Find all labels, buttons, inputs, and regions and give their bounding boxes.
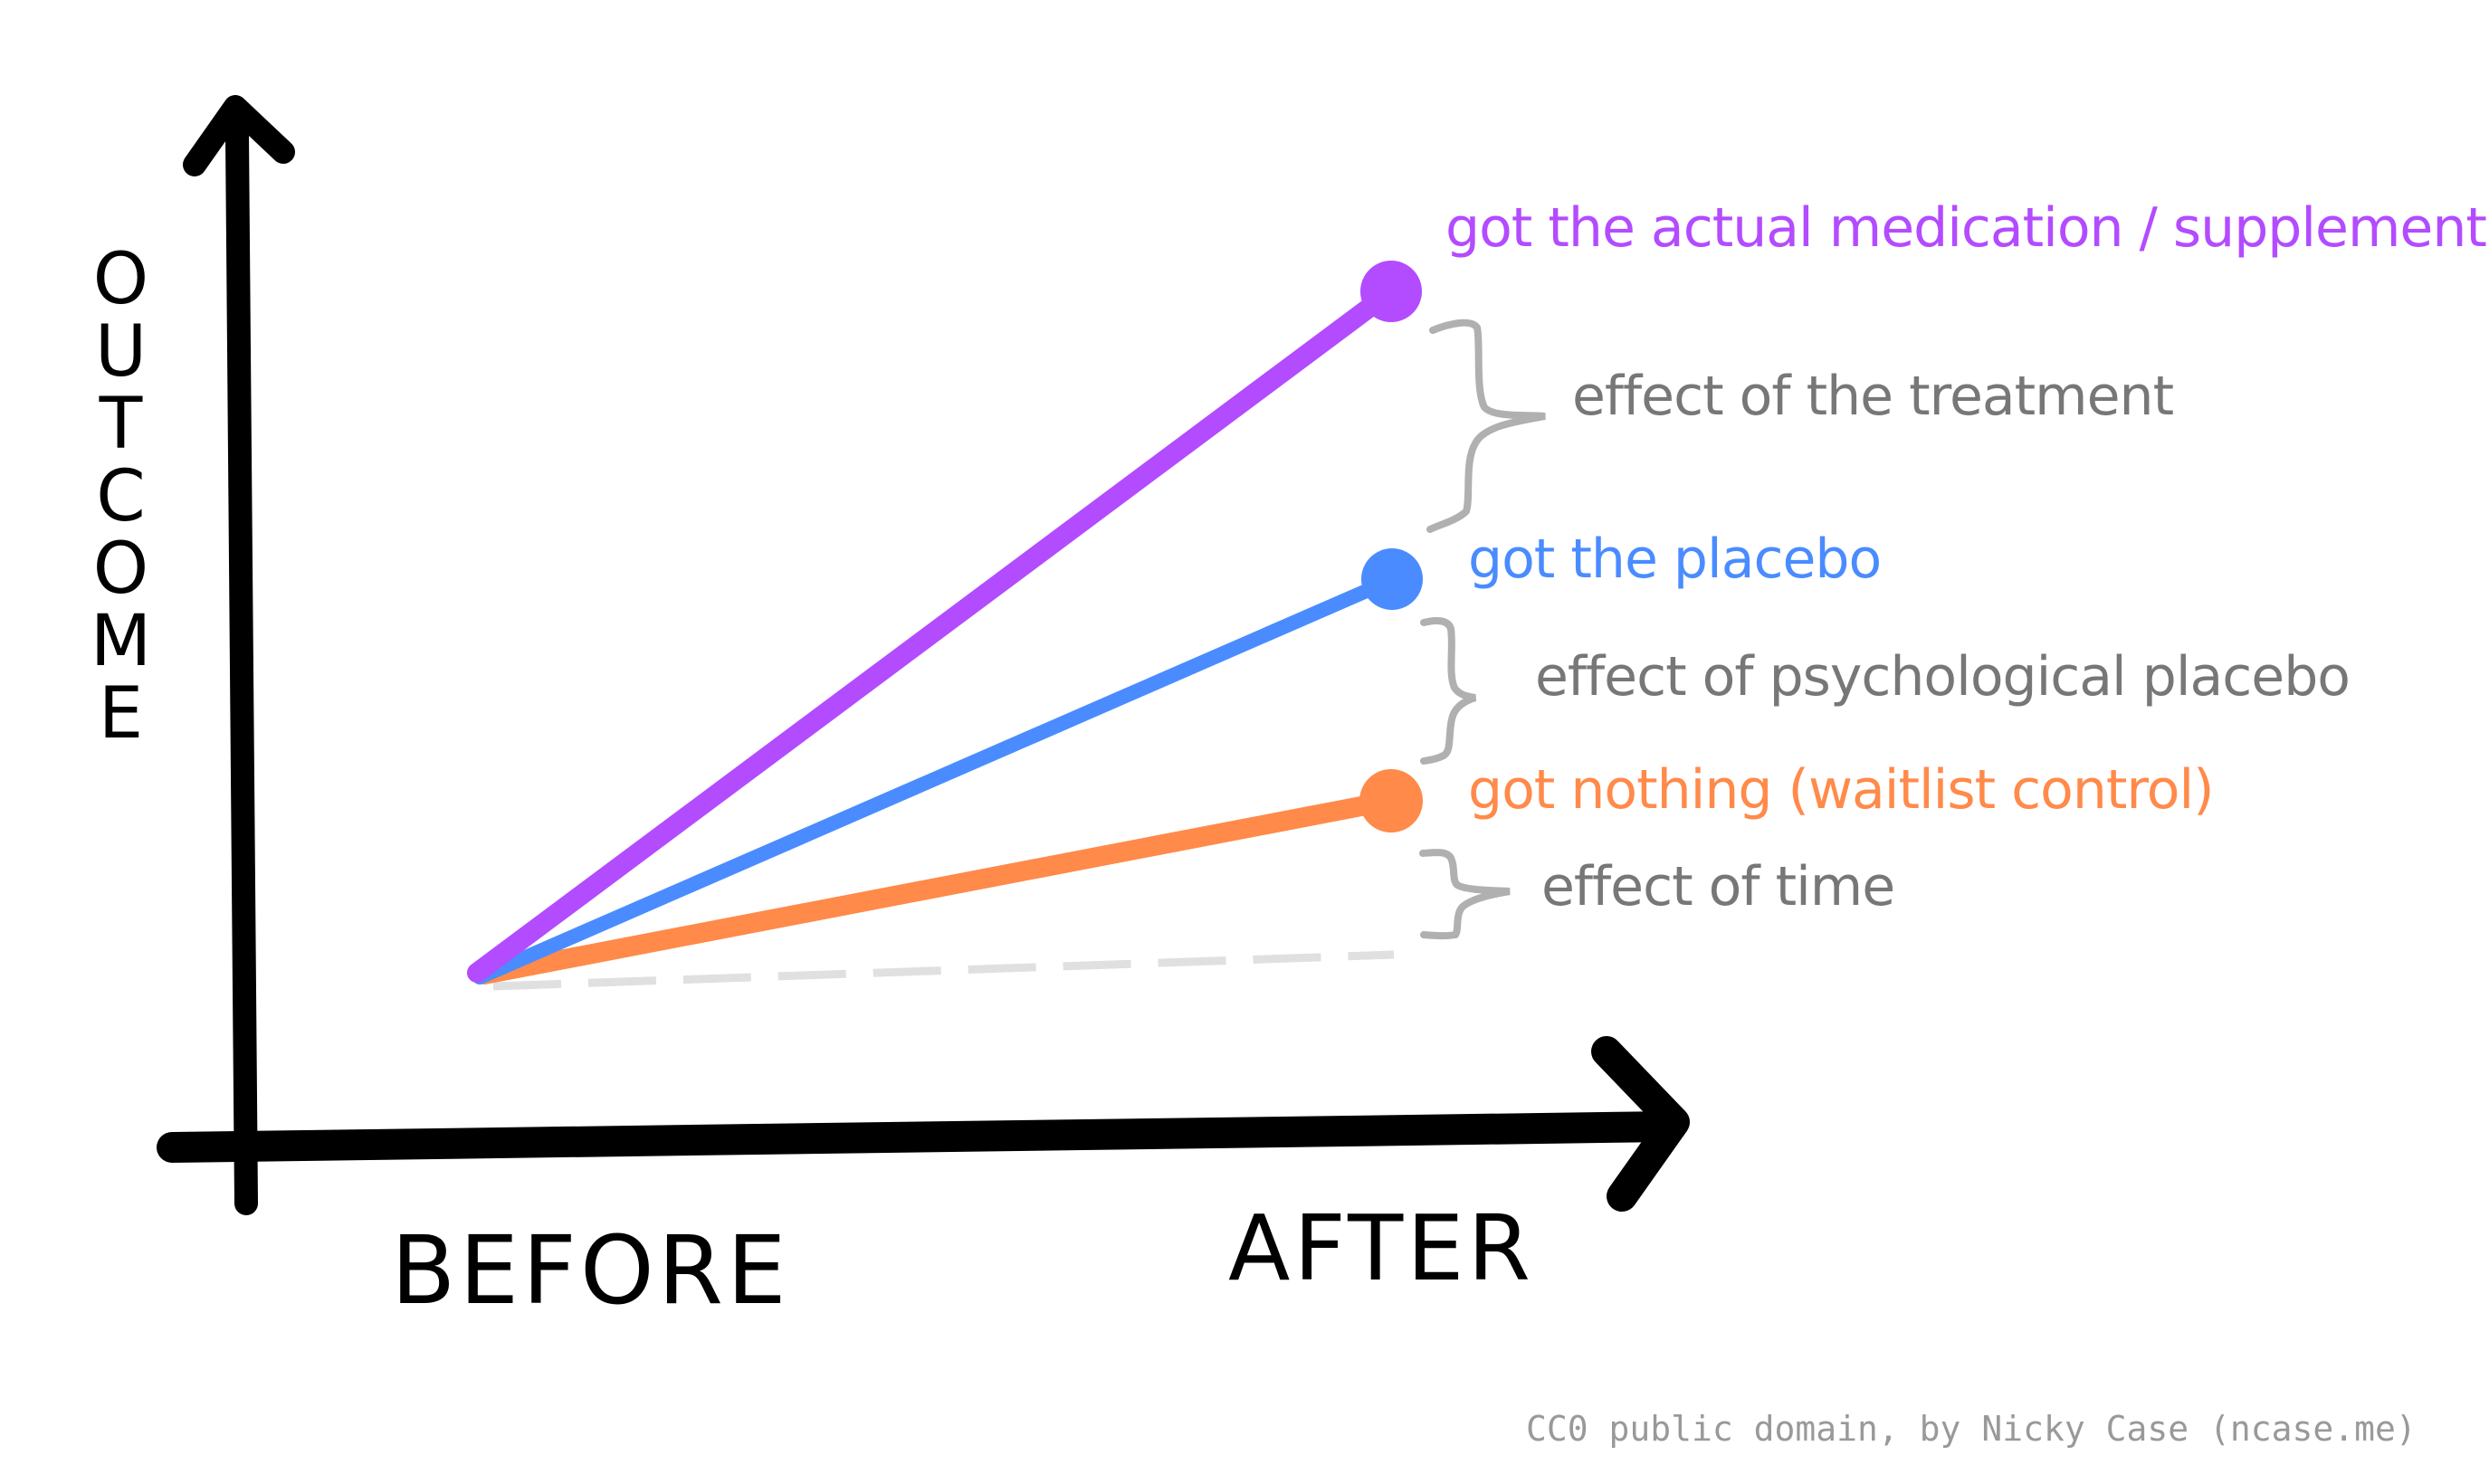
- series-line-medication: [467, 284, 1397, 983]
- series-label-medication: got the actual medication / supplement: [1445, 196, 2487, 260]
- annotation-effect-placebo: effect of psychological placebo: [1535, 645, 2351, 709]
- x-axis-arrowhead: [1591, 1036, 1690, 1212]
- y-axis-letter: U: [94, 311, 147, 393]
- y-axis-letter: C: [96, 456, 145, 537]
- brace-treatment: [1426, 319, 1546, 533]
- y-axis-letter: O: [92, 239, 148, 320]
- annotation-effect-treatment: effect of the treatment: [1572, 365, 2174, 428]
- y-axis-letter: T: [99, 384, 143, 465]
- brace-placebo: [1420, 617, 1477, 765]
- baseline-dashed-line: [492, 950, 1395, 991]
- series-endpoint-placebo: [1361, 548, 1423, 610]
- annotation-effect-time: effect of time: [1541, 855, 1895, 918]
- credit-text: CC0 public domain, by Nicky Case (ncase.…: [1526, 1409, 2417, 1449]
- y-axis-letter: E: [98, 673, 143, 755]
- series-line-placebo: [472, 574, 1397, 985]
- x-axis-label-after: AFTER: [1228, 1195, 1534, 1301]
- brace-time: [1419, 849, 1511, 940]
- series-label-nothing: got nothing (waitlist control): [1468, 758, 2215, 822]
- series-endpoint-medication: [1360, 261, 1422, 322]
- series-line-nothing: [474, 791, 1399, 985]
- x-axis-label-before: BEFORE: [391, 1215, 790, 1326]
- series-label-placebo: got the placebo: [1468, 528, 1882, 591]
- series-endpoint-nothing: [1359, 769, 1423, 832]
- y-axis-letter: O: [92, 528, 148, 610]
- x-axis-line: [157, 1111, 1685, 1163]
- y-axis-line: [225, 124, 258, 1215]
- y-axis-arrowhead: [183, 95, 295, 176]
- y-axis-letter: M: [90, 601, 151, 682]
- y-axis-label: O U T C O M E: [80, 244, 161, 751]
